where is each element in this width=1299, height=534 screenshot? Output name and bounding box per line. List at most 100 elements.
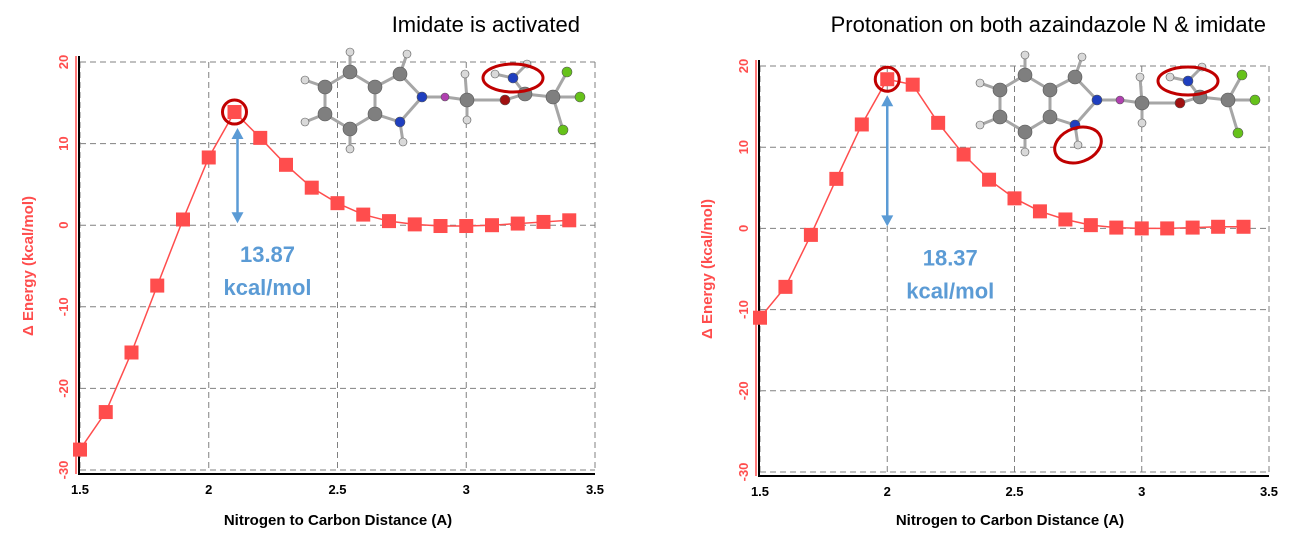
data-point bbox=[433, 219, 448, 234]
y-tick-label: -20 bbox=[56, 379, 71, 398]
energy-chart-imidate-activated: 1.5 2 2.5 3 3.5 -30 -20 -10 0 10 20 Imidate is act… bbox=[20, 12, 604, 529]
barrier-arrow-head-down bbox=[231, 212, 244, 224]
data-point bbox=[279, 157, 293, 172]
molecule-atom bbox=[545, 89, 561, 105]
y-axis-title: Δ Energy (kcal/mol) bbox=[20, 196, 37, 336]
energy-chart-double-protonation: 1.5 2 2.5 3 3.5 -30 -20 -10 0 10 20 Protonation on… bbox=[699, 12, 1278, 529]
data-point bbox=[485, 218, 499, 233]
molecule-atom bbox=[975, 78, 985, 88]
molecule-atom bbox=[392, 66, 408, 82]
molecule-atom bbox=[342, 121, 358, 137]
chart-title: Protonation on both azaindazole N & imid… bbox=[831, 12, 1266, 37]
data-point bbox=[562, 213, 577, 228]
molecule-illustration bbox=[300, 47, 586, 154]
molecule-atom bbox=[1249, 94, 1261, 106]
data-point bbox=[98, 405, 113, 420]
data-point bbox=[1185, 220, 1200, 235]
molecule-atom bbox=[574, 91, 586, 103]
molecule-atom bbox=[1134, 95, 1150, 111]
imidate-highlight-ellipse bbox=[481, 62, 545, 94]
x-tick-label: 1.5 bbox=[71, 482, 89, 497]
molecule-atom bbox=[1017, 124, 1033, 140]
data-point bbox=[1160, 221, 1175, 236]
data-point bbox=[1236, 219, 1251, 234]
y-tick-label: 0 bbox=[736, 225, 751, 232]
x-axis-title: Nitrogen to Carbon Distance (A) bbox=[224, 512, 452, 529]
molecule-atom bbox=[1232, 127, 1244, 139]
max-highlight-circle bbox=[221, 98, 248, 126]
molecule-atom bbox=[1073, 140, 1083, 150]
barrier-arrow-head-down bbox=[881, 215, 894, 227]
molecule-atom bbox=[345, 47, 355, 57]
y-axis-title: Δ Energy (kcal/mol) bbox=[699, 199, 716, 339]
molecule-atom bbox=[317, 106, 333, 122]
molecule-illustration bbox=[975, 50, 1261, 165]
molecule-atom bbox=[1115, 95, 1125, 105]
molecule-atom bbox=[416, 91, 428, 103]
data-point bbox=[176, 212, 190, 227]
x-tick-label: 2.5 bbox=[328, 482, 346, 497]
axes: 1.5 2 2.5 3 3.5 -30 -20 -10 0 10 20 bbox=[56, 55, 604, 497]
molecule-atom bbox=[499, 94, 511, 106]
data-point bbox=[1007, 191, 1022, 206]
data-point bbox=[956, 147, 971, 162]
molecule-atom bbox=[1091, 94, 1103, 106]
y-tick-label: 10 bbox=[56, 136, 71, 150]
data-point bbox=[803, 227, 818, 242]
data-point bbox=[459, 219, 474, 234]
series bbox=[73, 105, 577, 457]
x-tick-label: 2 bbox=[884, 484, 891, 499]
x-tick-label: 3.5 bbox=[1260, 484, 1278, 499]
y-tick-label: -30 bbox=[56, 461, 71, 480]
x-tick-label: 1.5 bbox=[751, 484, 769, 499]
axes: 1.5 2 2.5 3 3.5 -30 -20 -10 0 10 20 bbox=[736, 59, 1278, 499]
data-point bbox=[1058, 212, 1073, 227]
molecule-atom bbox=[459, 92, 475, 108]
series bbox=[753, 72, 1251, 325]
barrier-value-label: 18.37 bbox=[923, 245, 978, 270]
molecule-atom bbox=[402, 49, 412, 59]
molecule-bond bbox=[398, 96, 424, 123]
data-point bbox=[778, 279, 793, 294]
x-tick-label: 3.5 bbox=[586, 482, 604, 497]
molecule-atom bbox=[342, 64, 358, 80]
y-tick-label: 20 bbox=[56, 55, 71, 69]
data-point bbox=[880, 72, 895, 87]
molecule-atom bbox=[1020, 50, 1030, 60]
molecule-atom bbox=[1135, 72, 1145, 82]
data-point bbox=[510, 216, 525, 231]
molecule-atom bbox=[557, 124, 569, 136]
molecule-atom bbox=[1174, 97, 1186, 109]
molecule-atom bbox=[1042, 82, 1058, 98]
data-point bbox=[1032, 204, 1047, 219]
data-point bbox=[1109, 220, 1124, 235]
data-point bbox=[931, 115, 946, 130]
data-point bbox=[536, 214, 551, 229]
azaindazole-n-highlight-ellipse bbox=[1053, 125, 1103, 165]
molecule-atom bbox=[440, 92, 450, 102]
y-tick-label: 10 bbox=[736, 140, 751, 154]
molecule-atom bbox=[317, 79, 333, 95]
y-tick-label: -10 bbox=[736, 300, 751, 319]
y-tick-label: -30 bbox=[736, 463, 751, 482]
data-point bbox=[905, 77, 920, 92]
molecule-atom bbox=[1077, 52, 1087, 62]
molecule-atom bbox=[345, 144, 355, 154]
molecule-atom bbox=[1220, 92, 1236, 108]
data-point bbox=[201, 150, 216, 165]
chart-panel-left: 1.5 2 2.5 3 3.5 -30 -20 -10 0 10 20 Imidate is act… bbox=[20, 12, 604, 529]
data-point bbox=[753, 310, 767, 325]
data-point bbox=[253, 130, 268, 145]
molecule-atom bbox=[394, 116, 406, 128]
barrier-value-label: 13.87 bbox=[240, 242, 295, 267]
molecule-atom bbox=[300, 75, 310, 85]
x-tick-label: 2.5 bbox=[1005, 484, 1023, 499]
x-tick-label: 2 bbox=[205, 482, 212, 497]
x-tick-label: 3 bbox=[463, 482, 470, 497]
grid bbox=[79, 61, 596, 471]
data-point bbox=[407, 217, 422, 232]
molecule-atom bbox=[300, 117, 310, 127]
data-point bbox=[330, 196, 345, 211]
data-point bbox=[829, 171, 844, 186]
data-point bbox=[304, 180, 319, 195]
